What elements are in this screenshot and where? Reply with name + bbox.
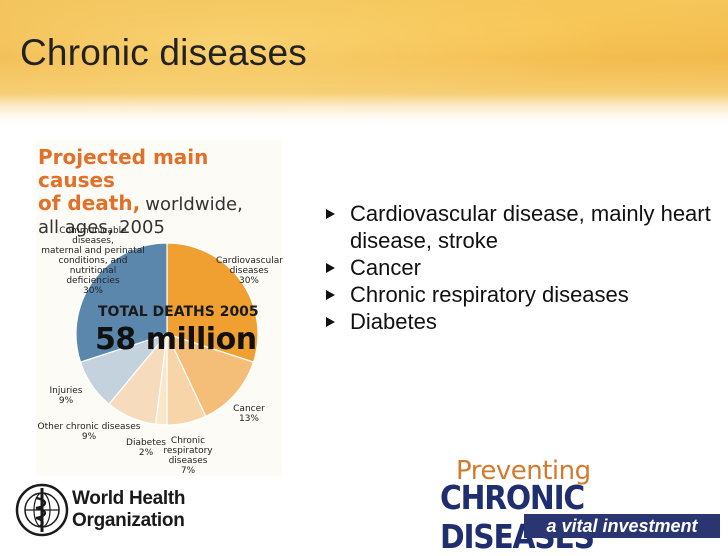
- bullet-item: Chronic respiratory diseases: [320, 281, 728, 308]
- bullet-item: Diabetes: [320, 308, 728, 335]
- bullet-list: Cardiovascular disease, mainly heart dis…: [320, 200, 728, 335]
- campaign-tagline: a vital investment: [524, 514, 720, 538]
- slice-label-cancer: Cancer 13%: [233, 404, 265, 424]
- square-bullet-icon: [326, 263, 335, 273]
- slice-label-injuries: Injuries 9%: [49, 386, 83, 406]
- bullet-item: Cardiovascular disease, mainly heart dis…: [320, 200, 728, 254]
- pie-slice-communicable-diseases-maternal-and-perinatal-conditions-and-nutritional-deficiencies: [75, 242, 168, 363]
- chart-title-line2-normal: worldwide,: [145, 194, 243, 215]
- slice-label-diabetes: Diabetes 2%: [126, 438, 166, 458]
- slice-label-cardiovascular: Cardiovascular diseases 30%: [216, 256, 283, 286]
- pie-slice-cardiovascular-diseases: [166, 242, 259, 363]
- chart-title-line3: all ages, 2005: [38, 217, 165, 238]
- slice-label-other-chronic: Other chronic diseases 9%: [37, 422, 141, 442]
- header-band: [0, 0, 728, 128]
- bullet-item: Cancer: [320, 254, 728, 281]
- square-bullet-icon: [326, 209, 335, 219]
- chart-title: Projected main causes of death, worldwid…: [38, 146, 282, 239]
- chart-title-line1: Projected main causes: [38, 145, 209, 192]
- campaign-top-text: Preventing: [456, 456, 591, 486]
- total-deaths-label: TOTAL DEATHS 2005: [98, 304, 259, 320]
- chart-title-line2-bold: of death,: [38, 191, 141, 215]
- who-name: World Health Organization: [72, 488, 186, 531]
- slice-label-respiratory: Chronic respiratory diseases 7%: [163, 436, 213, 476]
- square-bullet-icon: [326, 317, 335, 327]
- pie-slice-cancer: [165, 333, 255, 418]
- slice-label-communicable: Communicable diseases, maternal and peri…: [41, 226, 145, 296]
- slide-title: Chronic diseases: [20, 32, 308, 73]
- square-bullet-icon: [326, 290, 335, 300]
- total-deaths-value: 58 million: [95, 322, 257, 357]
- who-emblem-icon: [15, 483, 69, 537]
